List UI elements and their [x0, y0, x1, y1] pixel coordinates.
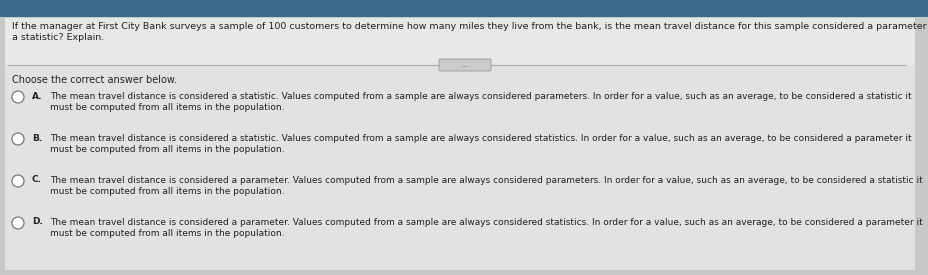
- Bar: [5, 18, 914, 65]
- Circle shape: [12, 175, 24, 187]
- Bar: [0, 0, 928, 17]
- Circle shape: [12, 133, 24, 145]
- Text: must be computed from all items in the population.: must be computed from all items in the p…: [50, 103, 284, 112]
- FancyBboxPatch shape: [439, 59, 491, 71]
- Circle shape: [12, 91, 24, 103]
- Text: A.: A.: [32, 92, 43, 100]
- Text: The mean travel distance is considered a parameter. Values computed from a sampl: The mean travel distance is considered a…: [50, 218, 922, 227]
- Text: B.: B.: [32, 133, 42, 142]
- Circle shape: [12, 217, 24, 229]
- Text: The mean travel distance is considered a statistic. Values computed from a sampl: The mean travel distance is considered a…: [50, 134, 910, 143]
- Text: D.: D.: [32, 218, 43, 227]
- Text: ...: ...: [461, 62, 468, 68]
- Text: The mean travel distance is considered a statistic. Values computed from a sampl: The mean travel distance is considered a…: [50, 92, 910, 101]
- Text: C.: C.: [32, 175, 42, 185]
- Text: must be computed from all items in the population.: must be computed from all items in the p…: [50, 145, 284, 154]
- Text: The mean travel distance is considered a parameter. Values computed from a sampl: The mean travel distance is considered a…: [50, 176, 922, 185]
- Text: Choose the correct answer below.: Choose the correct answer below.: [12, 75, 177, 85]
- Text: must be computed from all items in the population.: must be computed from all items in the p…: [50, 187, 284, 196]
- Text: a statistic? Explain.: a statistic? Explain.: [12, 33, 104, 42]
- Text: If the manager at First City Bank surveys a sample of 100 customers to determine: If the manager at First City Bank survey…: [12, 22, 928, 31]
- Text: must be computed from all items in the population.: must be computed from all items in the p…: [50, 229, 284, 238]
